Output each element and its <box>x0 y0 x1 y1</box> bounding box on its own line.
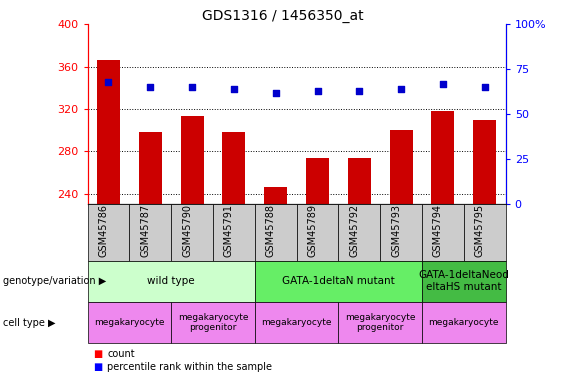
Text: percentile rank within the sample: percentile rank within the sample <box>107 362 272 372</box>
Point <box>229 86 238 92</box>
Text: GSM45788: GSM45788 <box>266 204 276 257</box>
Text: count: count <box>107 350 135 359</box>
Text: megakaryocyte: megakaryocyte <box>429 318 499 327</box>
Text: GSM45791: GSM45791 <box>224 204 234 257</box>
Point <box>104 79 113 85</box>
Point <box>355 88 364 94</box>
Text: cell type ▶: cell type ▶ <box>3 318 55 327</box>
Text: genotype/variation ▶: genotype/variation ▶ <box>3 276 106 286</box>
Text: megakaryocyte
progenitor: megakaryocyte progenitor <box>178 313 248 332</box>
Text: ■: ■ <box>93 362 102 372</box>
Text: GSM45790: GSM45790 <box>182 204 192 257</box>
Point <box>480 84 489 90</box>
Bar <box>390 130 412 375</box>
Text: GSM45792: GSM45792 <box>349 204 359 257</box>
Text: megakaryocyte: megakaryocyte <box>94 318 164 327</box>
Text: GSM45795: GSM45795 <box>475 204 485 257</box>
Bar <box>432 111 454 375</box>
Text: ■: ■ <box>93 350 102 359</box>
Text: megakaryocyte
progenitor: megakaryocyte progenitor <box>345 313 415 332</box>
Bar <box>139 132 162 375</box>
Text: GSM45787: GSM45787 <box>140 204 150 257</box>
Bar <box>181 117 203 375</box>
Text: GATA-1deltaNeod
eltaHS mutant: GATA-1deltaNeod eltaHS mutant <box>419 270 509 292</box>
Point <box>397 86 406 92</box>
Point <box>313 88 322 94</box>
Text: GATA-1deltaN mutant: GATA-1deltaN mutant <box>282 276 395 286</box>
Bar <box>264 188 287 375</box>
Text: GSM45794: GSM45794 <box>433 204 443 257</box>
Bar <box>306 158 329 375</box>
Bar <box>473 120 496 375</box>
Bar <box>348 158 371 375</box>
Text: GDS1316 / 1456350_at: GDS1316 / 1456350_at <box>202 9 363 23</box>
Point <box>146 84 155 90</box>
Point <box>188 84 197 90</box>
Text: GSM45793: GSM45793 <box>391 204 401 257</box>
Text: wild type: wild type <box>147 276 195 286</box>
Bar <box>223 132 245 375</box>
Text: megakaryocyte: megakaryocyte <box>262 318 332 327</box>
Point <box>271 90 280 96</box>
Point <box>438 81 447 87</box>
Bar <box>97 60 120 375</box>
Text: GSM45789: GSM45789 <box>307 204 318 257</box>
Text: GSM45786: GSM45786 <box>98 204 108 257</box>
